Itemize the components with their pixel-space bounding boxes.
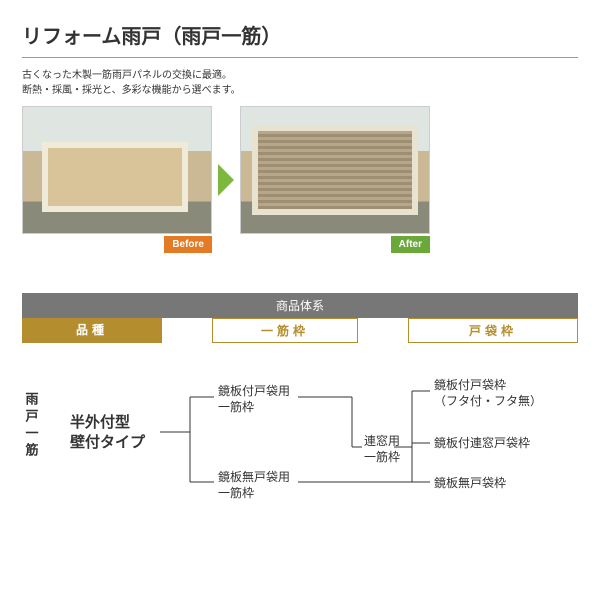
branch2-line1: 鏡板無戸袋用 <box>218 469 290 485</box>
after-image-box: After <box>240 106 430 253</box>
branch1-line1: 鏡板付戸袋用 <box>218 383 290 399</box>
type-line2: 壁付タイプ <box>70 433 145 453</box>
right1-line1: 鏡板付戸袋枠 <box>434 377 506 393</box>
subtitle-2: 断熱・採風・採光と、多彩な機能から選べます。 <box>22 83 578 98</box>
type-line1: 半外付型 <box>70 413 130 433</box>
arrow-icon <box>218 164 234 196</box>
right1-line2: （フタ付・フタ無） <box>434 393 542 409</box>
before-image <box>22 106 212 234</box>
tree-diagram: 雨戸一筋 半外付型 壁付タイプ 鏡板付戸袋用 一筋枠 鏡板無戸袋用 一筋枠 連窓… <box>22 357 578 517</box>
before-badge: Before <box>164 236 212 253</box>
root-vertical: 雨戸一筋 <box>22 392 40 460</box>
mid-line2: 一筋枠 <box>364 449 400 465</box>
after-badge: After <box>391 236 430 253</box>
category-row: 品種 一筋枠 戸袋枠 <box>22 318 578 343</box>
page-title: リフォーム雨戸（雨戸一筋） <box>22 20 578 58</box>
section-header: 商品体系 <box>22 293 578 318</box>
before-image-box: Before <box>22 106 212 253</box>
right3: 鏡板無戸袋枠 <box>434 475 506 491</box>
category-pocket: 戸袋枠 <box>408 318 578 343</box>
branch2-line2: 一筋枠 <box>218 485 254 501</box>
right2: 鏡板付連窓戸袋枠 <box>434 435 530 451</box>
branch1-line2: 一筋枠 <box>218 399 254 415</box>
after-image <box>240 106 430 234</box>
subtitle-1: 古くなった木製一筋雨戸パネルの交換に最適。 <box>22 68 578 83</box>
category-frame: 一筋枠 <box>212 318 358 343</box>
before-after-row: Before After <box>22 106 578 253</box>
mid-line1: 連窓用 <box>364 433 400 449</box>
category-kind: 品種 <box>22 318 162 343</box>
